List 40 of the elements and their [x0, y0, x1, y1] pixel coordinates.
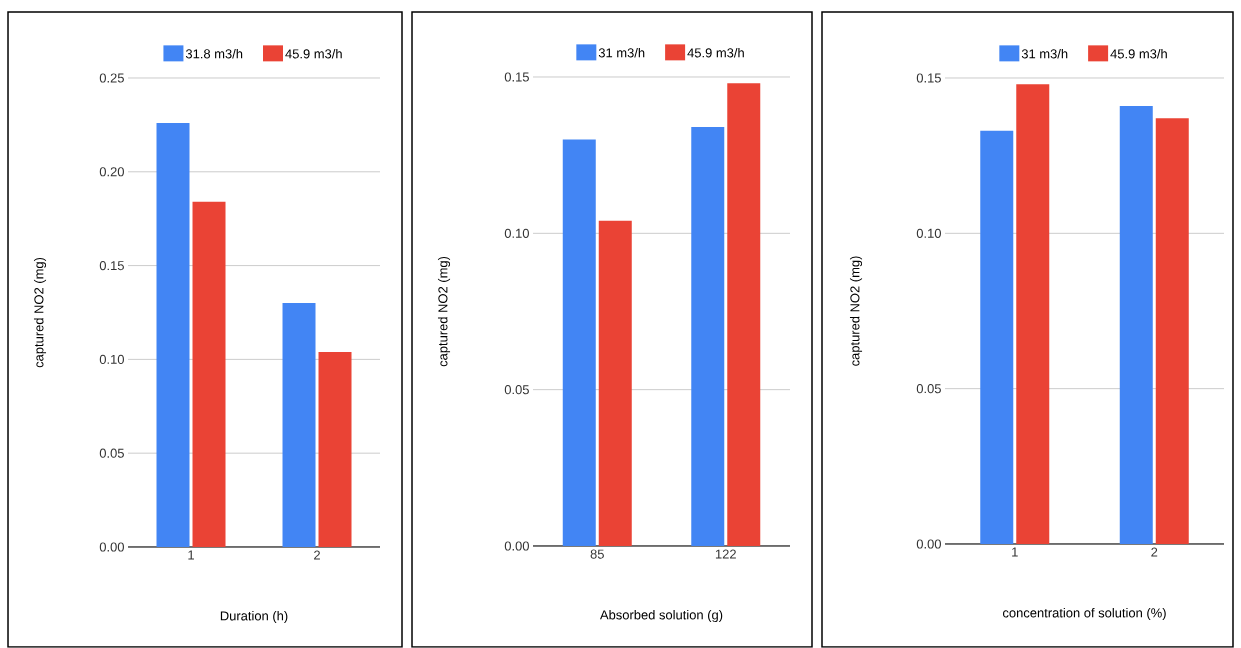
legend-label: 45.9 m3/h	[687, 48, 744, 58]
y-tick-label: 0.10	[99, 354, 124, 365]
bar	[727, 83, 761, 547]
bar	[192, 201, 226, 548]
bar	[156, 123, 190, 548]
y-tick-label: 0.05	[916, 384, 941, 394]
bar	[282, 303, 316, 548]
y-tick-label: 0.10	[916, 228, 941, 239]
x-tick-label: 122	[715, 549, 736, 559]
bar	[562, 139, 596, 547]
x-tick-label: 1	[1012, 547, 1018, 557]
legend-label: 31 m3/h	[1021, 49, 1068, 59]
y-tick-label: 0.05	[504, 385, 529, 395]
x-axis-title: Duration (h)	[220, 611, 288, 624]
x-axis-title: Absorbed solution (g)	[599, 610, 723, 623]
y-tick-label: 0.00	[916, 539, 941, 549]
y-tick-label: 0.25	[99, 73, 124, 83]
y-axis-title: captured NO2 (mg)	[437, 257, 451, 367]
y-tick-label: 0.15	[504, 72, 529, 82]
x-tick-label: 2	[1151, 547, 1158, 557]
bar	[691, 127, 725, 547]
y-tick-label: 0.05	[99, 448, 124, 458]
x-tick-label: 1	[188, 550, 194, 560]
y-tick-label: 0.20	[99, 167, 124, 177]
bar	[318, 352, 352, 548]
x-axis-title: concentration of solution (%)	[1002, 608, 1166, 621]
legend-label: 31.8 m3/h	[185, 49, 243, 59]
y-tick-label: 0.00	[99, 542, 124, 552]
x-tick-label: 85	[590, 549, 604, 559]
y-axis-title: captured NO2 (mg)	[849, 256, 863, 366]
y-tick-label: 0.10	[504, 228, 529, 239]
legend-label: 31 m3/h	[598, 48, 645, 58]
y-tick-label: 0.15	[99, 261, 124, 271]
y-tick-label: 0.00	[504, 541, 529, 551]
legend-label: 45.9 m3/h	[1110, 49, 1167, 59]
y-tick-label: 0.15	[916, 73, 941, 83]
y-axis-title: captured NO2 (mg)	[33, 258, 47, 368]
bar	[598, 220, 632, 547]
x-tick-label: 2	[314, 550, 320, 560]
legend-label: 45.9 m3/h	[285, 49, 342, 59]
